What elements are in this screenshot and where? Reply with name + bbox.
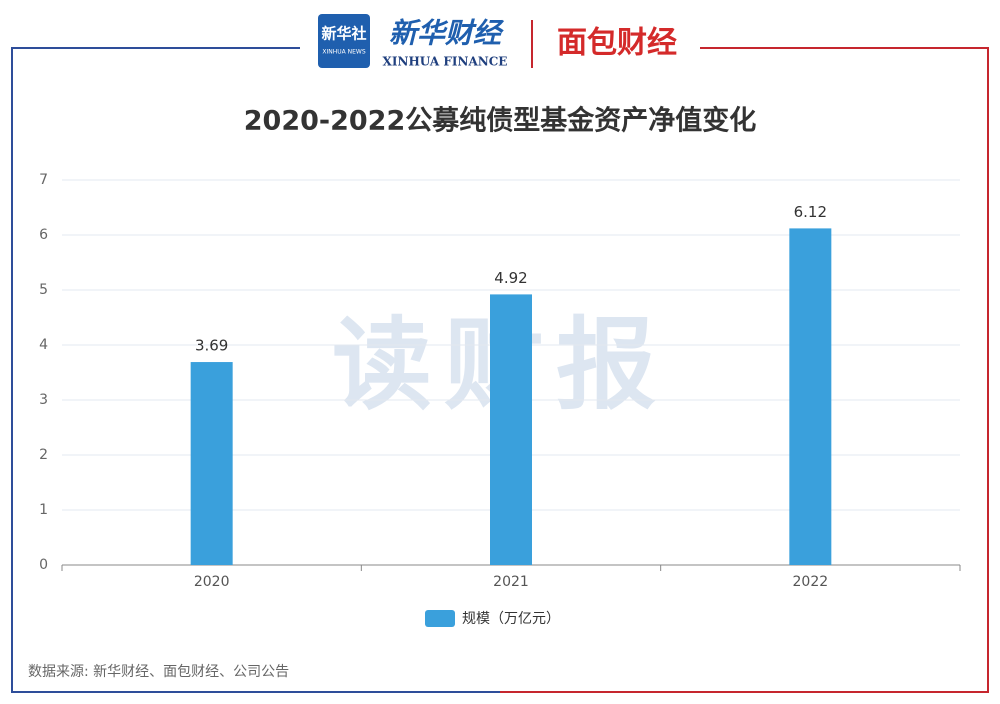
logo-sub: XINHUA NEWS [322,49,365,56]
bar [490,294,532,565]
legend-swatch [425,610,455,627]
logo-text: 新华财经 [389,17,505,50]
y-tick-label: 4 [39,337,48,353]
logo-text: 新华社 [321,25,366,43]
y-tick-label: 5 [39,282,48,298]
x-tick-label: 2021 [493,574,529,590]
y-tick-label: 2 [39,447,48,463]
legend-label: 规模（万亿元） [462,611,560,627]
logo-box [318,14,370,68]
y-tick-label: 6 [39,227,48,243]
y-tick-label: 0 [39,557,48,573]
logo-sub: XINHUA FINANCE [383,55,508,69]
data-label: 6.12 [794,203,827,221]
x-tick-label: 2020 [194,574,230,590]
frame-right [500,47,989,693]
data-label: 4.92 [494,269,527,287]
data-label: 3.69 [195,337,228,355]
y-tick-label: 7 [39,172,48,188]
source: 数据来源: 新华财经、面包财经、公司公告 [28,664,289,680]
logo-text: 面包财经 [557,26,677,61]
y-tick-label: 1 [39,502,48,518]
y-tick-label: 3 [39,392,48,408]
bar [789,228,832,565]
frame-left [11,47,500,693]
chart-title: 2020-2022公募纯债型基金资产净值变化 [244,105,757,137]
bar [190,362,233,565]
frame [11,47,989,693]
x-tick-label: 2022 [793,574,829,590]
